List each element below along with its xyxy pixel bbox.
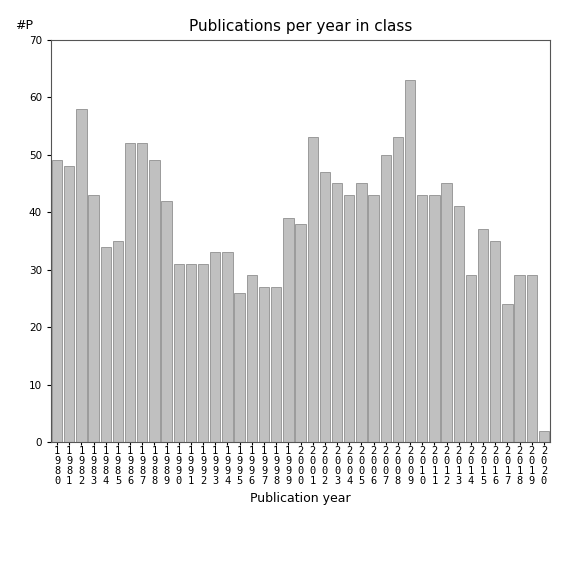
Bar [174,264,184,442]
Bar [369,195,379,442]
Bar [210,252,221,442]
Bar [356,184,366,442]
Bar [478,230,488,442]
Bar [332,184,342,442]
Bar [393,137,403,442]
Bar [52,160,62,442]
Bar [271,287,281,442]
Bar [186,264,196,442]
Bar [283,218,294,442]
Bar [125,143,136,442]
Bar [198,264,208,442]
Bar [454,206,464,442]
Bar [247,276,257,442]
Bar [466,276,476,442]
Bar [344,195,354,442]
Bar [490,241,501,442]
Bar [235,293,245,442]
Bar [149,160,160,442]
Bar [137,143,147,442]
Bar [100,247,111,442]
Y-axis label: #P: #P [15,19,32,32]
Bar [514,276,524,442]
Bar [502,304,513,442]
Bar [405,80,415,442]
Bar [320,172,330,442]
Bar [307,137,318,442]
Bar [539,431,549,442]
Bar [380,155,391,442]
Bar [162,201,172,442]
Bar [77,109,87,442]
Bar [441,184,452,442]
Bar [259,287,269,442]
Bar [222,252,232,442]
Bar [88,195,99,442]
Bar [295,224,306,442]
Bar [527,276,537,442]
Bar [113,241,123,442]
Bar [429,195,439,442]
X-axis label: Publication year: Publication year [250,492,351,505]
Bar [64,166,74,442]
Title: Publications per year in class: Publications per year in class [189,19,412,35]
Bar [417,195,428,442]
